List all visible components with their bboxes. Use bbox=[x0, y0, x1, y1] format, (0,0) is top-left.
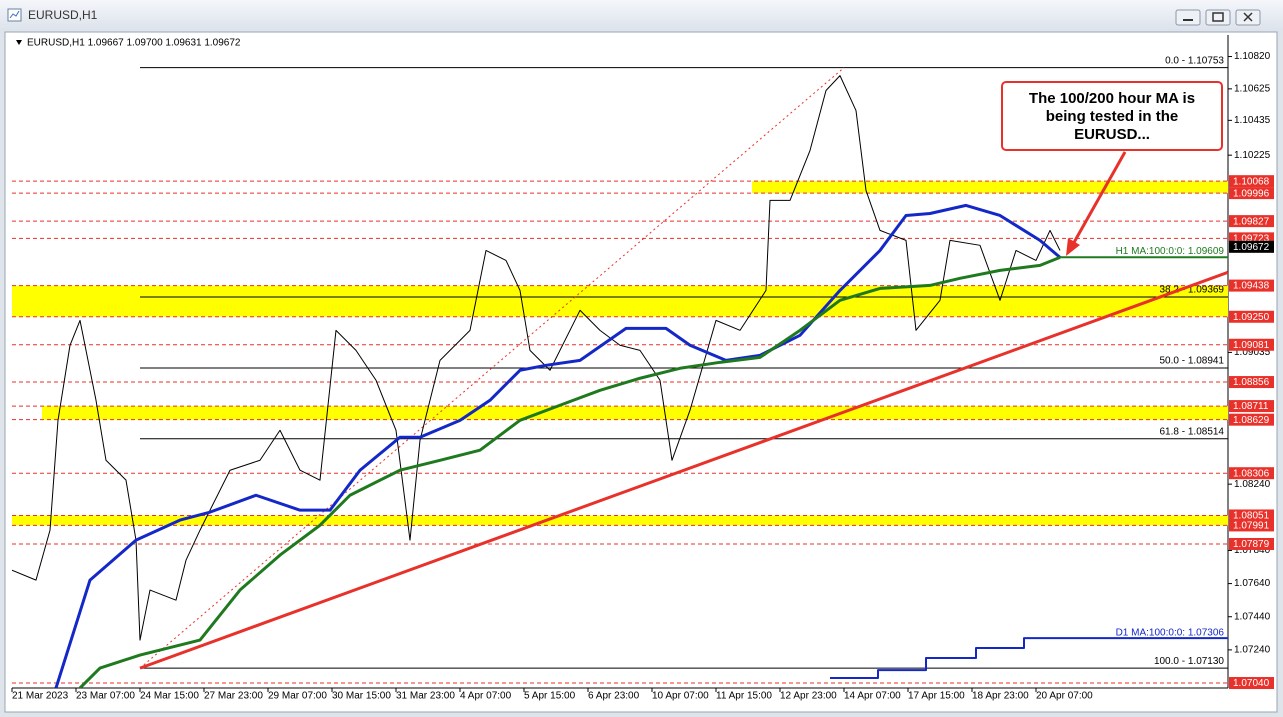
x-tick-label: 20 Apr 07:00 bbox=[1036, 691, 1093, 702]
minimize-button[interactable] bbox=[1175, 9, 1201, 26]
chart-header: EURUSD,H1 1.09667 1.09700 1.09631 1.0967… bbox=[27, 38, 241, 49]
x-tick-label: 31 Mar 23:00 bbox=[396, 691, 455, 702]
ma-label: H1 MA:100:0:0: 1.09609 bbox=[1116, 246, 1225, 257]
maximize-glyph bbox=[1212, 12, 1224, 22]
fib-label: 38.2 - 1.09369 bbox=[1160, 285, 1225, 296]
annotation-arrow bbox=[1070, 151, 1127, 247]
y-tick-label: 1.09035 bbox=[1234, 347, 1271, 358]
support-zone bbox=[752, 181, 1228, 194]
fib-label: 100.0 - 1.07130 bbox=[1154, 656, 1224, 667]
annotation-text: The 100/200 hour MA is bbox=[1029, 90, 1195, 107]
fib-label: 61.8 - 1.08514 bbox=[1160, 426, 1225, 437]
level-label: 1.10068 bbox=[1233, 176, 1270, 187]
y-tick-label: 1.07440 bbox=[1234, 611, 1271, 622]
x-tick-label: 29 Mar 07:00 bbox=[268, 691, 327, 702]
x-tick-label: 6 Apr 23:00 bbox=[588, 691, 640, 702]
price-line bbox=[12, 75, 1061, 641]
level-label-box bbox=[1229, 413, 1274, 426]
maximize-button[interactable] bbox=[1205, 9, 1231, 26]
level-label: 1.07991 bbox=[1233, 521, 1270, 532]
level-label-box bbox=[1229, 509, 1274, 522]
level-label-box bbox=[1229, 279, 1274, 292]
support-zone bbox=[42, 406, 1228, 420]
y-tick-label: 1.10625 bbox=[1234, 84, 1271, 95]
y-tick-label: 1.08240 bbox=[1234, 479, 1271, 490]
x-tick-label: 12 Apr 23:00 bbox=[780, 691, 837, 702]
level-label: 1.09996 bbox=[1233, 188, 1270, 199]
x-tick-label: 30 Mar 15:00 bbox=[332, 691, 391, 702]
x-tick-label: 23 Mar 07:00 bbox=[76, 691, 135, 702]
level-label: 1.09250 bbox=[1233, 312, 1270, 323]
y-tick-label: 1.10225 bbox=[1234, 150, 1271, 161]
level-label-box bbox=[1229, 519, 1274, 532]
x-tick-label: 27 Mar 23:00 bbox=[204, 691, 263, 702]
level-label: 1.08629 bbox=[1233, 415, 1270, 426]
level-label: 1.07879 bbox=[1233, 539, 1270, 550]
level-label: 1.09723 bbox=[1233, 233, 1270, 244]
level-label: 1.09438 bbox=[1233, 281, 1270, 292]
chart-marker bbox=[16, 40, 22, 45]
level-label: 1.08856 bbox=[1233, 377, 1270, 388]
y-tick-label: 1.10435 bbox=[1234, 115, 1271, 126]
level-label-box bbox=[1229, 677, 1274, 690]
level-label: 1.08711 bbox=[1233, 401, 1269, 412]
y-tick-label: 1.07240 bbox=[1234, 645, 1271, 656]
level-label-box bbox=[1229, 187, 1274, 200]
ma-label: D1 MA:100:0:0: 1.07306 bbox=[1116, 628, 1225, 639]
level-label: 1.08051 bbox=[1233, 511, 1270, 522]
x-tick-label: 11 Apr 15:00 bbox=[716, 691, 772, 702]
x-tick-label: 14 Apr 07:00 bbox=[844, 691, 901, 702]
level-label: 1.09081 bbox=[1233, 340, 1270, 351]
window-title: EURUSD,H1 bbox=[28, 8, 98, 22]
x-tick-label: 5 Apr 15:00 bbox=[524, 691, 576, 702]
x-tick-label: 24 Mar 15:00 bbox=[140, 691, 199, 702]
level-label-box bbox=[1229, 310, 1274, 323]
level-label: 1.07040 bbox=[1233, 678, 1270, 689]
level-label: 1.08306 bbox=[1233, 468, 1270, 479]
x-tick-label: 17 Apr 15:00 bbox=[908, 691, 965, 702]
level-label-box bbox=[1229, 338, 1274, 351]
level-label-box bbox=[1229, 537, 1274, 550]
x-tick-label: 10 Apr 07:00 bbox=[652, 691, 709, 702]
price-line bbox=[78, 256, 1061, 688]
close-glyph bbox=[1243, 12, 1253, 22]
current-price-label: 1.09672 bbox=[1233, 242, 1270, 253]
price-line bbox=[830, 637, 1228, 680]
window-icon-glyph bbox=[9, 10, 20, 19]
price-line bbox=[54, 203, 1061, 688]
title-bar bbox=[0, 0, 1283, 30]
x-tick-label: 18 Apr 23:00 bbox=[972, 691, 1029, 702]
level-label-box bbox=[1229, 175, 1274, 188]
price-line bbox=[139, 270, 1228, 670]
level-label-box bbox=[1229, 215, 1274, 228]
support-zone bbox=[12, 285, 1228, 317]
level-label-box bbox=[1229, 400, 1274, 413]
fib-label: 50.0 - 1.08941 bbox=[1160, 356, 1225, 367]
annotation-arrowhead bbox=[1066, 238, 1080, 256]
level-label: 1.09827 bbox=[1233, 216, 1270, 227]
annotation-text: EURUSD... bbox=[1074, 126, 1150, 143]
y-tick-label: 1.07840 bbox=[1234, 545, 1271, 556]
fib-label: 0.0 - 1.10753 bbox=[1165, 55, 1224, 66]
level-label-box bbox=[1229, 467, 1274, 480]
fib-diagonal bbox=[139, 67, 845, 669]
annotation-box bbox=[1001, 81, 1223, 151]
y-tick-label: 1.07640 bbox=[1234, 578, 1271, 589]
annotation-text: being tested in the bbox=[1046, 108, 1179, 125]
level-label-box bbox=[1229, 376, 1274, 389]
current-price-box bbox=[1229, 240, 1274, 253]
x-tick-label: 4 Apr 07:00 bbox=[460, 691, 512, 702]
x-tick-label: 21 Mar 2023 bbox=[12, 691, 69, 702]
y-tick-label: 1.10820 bbox=[1234, 51, 1271, 62]
support-zone bbox=[12, 515, 1228, 526]
